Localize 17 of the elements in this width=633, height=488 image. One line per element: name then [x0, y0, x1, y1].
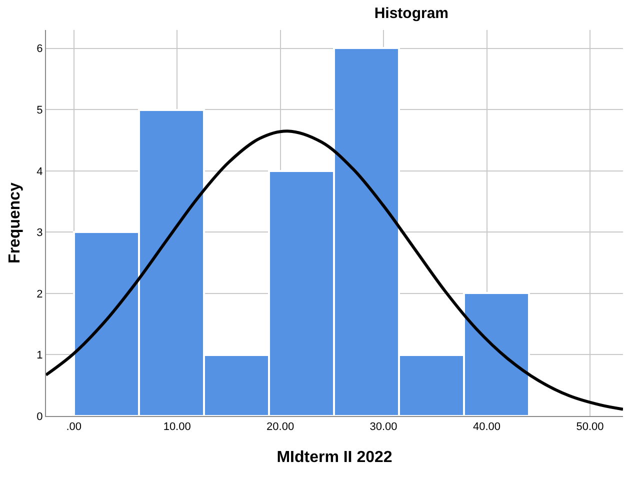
x-tick-label: .00 — [66, 421, 82, 434]
line-series — [46, 130, 623, 411]
x-tick-label: 40.00 — [472, 421, 501, 434]
y-tick-label: 3 — [36, 227, 43, 240]
x-tick-label: 50.00 — [576, 421, 604, 434]
y-tick-label: 1 — [36, 350, 43, 362]
y-tick-label: 2 — [36, 288, 43, 300]
y-tick-label: 5 — [36, 104, 43, 116]
x-axis-title: MIdterm II 2022 — [276, 448, 392, 466]
y-tick-label: 4 — [36, 166, 43, 178]
x-tick-label: 10.00 — [163, 421, 191, 434]
x-tick-label: 20.00 — [266, 421, 294, 434]
y-tick-label: 6 — [36, 43, 43, 56]
y-axis-title: Frequency — [6, 182, 24, 264]
chart-title: Histogram — [374, 4, 449, 22]
x-tick-label: 30.00 — [370, 421, 398, 434]
y-tick-label: 0 — [36, 410, 43, 423]
